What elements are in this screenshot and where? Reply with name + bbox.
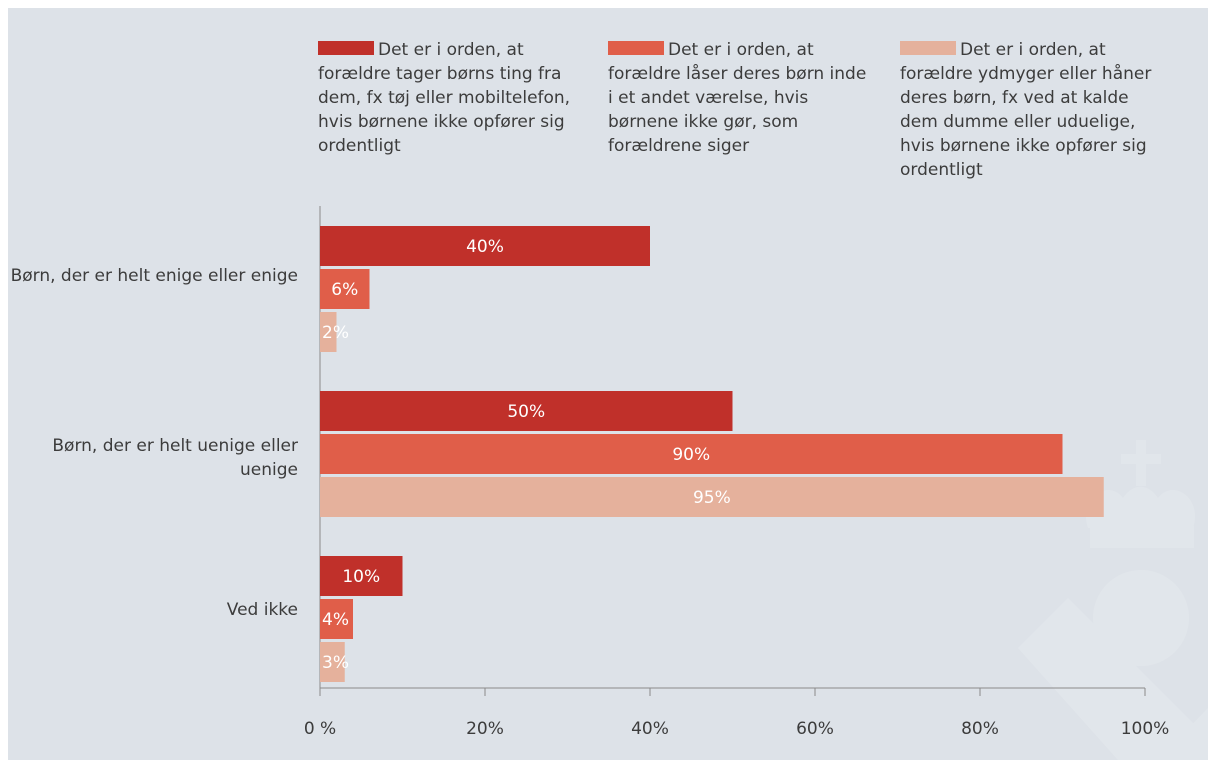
bar-value-label: 3% xyxy=(322,653,349,673)
bar-s2-c3 xyxy=(320,599,353,639)
bar-value-label: 10% xyxy=(342,567,380,587)
x-tick-label: 100% xyxy=(1121,719,1170,739)
bar-value-label: 2% xyxy=(322,323,349,343)
bar-s2-c1 xyxy=(320,269,370,309)
x-tick-label: 80% xyxy=(961,719,999,739)
legend-item-2: Det er i orden, at forældre låser deres … xyxy=(608,38,870,158)
bar-value-label: 40% xyxy=(466,237,504,257)
bar-s1-c3 xyxy=(320,556,403,596)
bar-value-label: 95% xyxy=(693,488,731,508)
bars: 40% 6% 2% 50% 90% 95% 10% 4% 3% xyxy=(320,226,1104,682)
crown-watermark-icon xyxy=(1018,440,1208,760)
chart: 40% 6% 2% 50% 90% 95% 10% 4% 3% 0 % 20% 40% 60% 80% 1… xyxy=(304,206,1208,760)
bar-s3-c1 xyxy=(320,312,337,352)
legend-swatch-2 xyxy=(608,41,664,55)
legend-item-1: Det er i orden, at forældre tager børns … xyxy=(318,38,580,158)
x-tick-label: 0 % xyxy=(304,719,336,739)
legend-swatch-1 xyxy=(318,41,374,55)
category-label-1: Børn, der er helt enige eller enige xyxy=(10,266,298,286)
legend-label-2: Det er i orden, at forældre låser deres … xyxy=(608,40,867,156)
legend-label-3: Det er i orden, at forældre ydmyger elle… xyxy=(900,40,1152,180)
x-axis-ticks: 0 % 20% 40% 60% 80% 100% xyxy=(304,688,1169,739)
x-tick-label: 60% xyxy=(796,719,834,739)
bar-value-label: 6% xyxy=(331,280,358,300)
x-tick-label: 20% xyxy=(466,719,504,739)
bar-value-label: 90% xyxy=(672,445,710,465)
x-tick-label: 40% xyxy=(631,719,669,739)
bar-s1-c2 xyxy=(320,391,733,431)
chart-panel: 40% 6% 2% 50% 90% 95% 10% 4% 3% 0 % 20% 40% 60% 80% 1… xyxy=(8,8,1208,760)
bar-s3-c2 xyxy=(320,477,1104,517)
bar-value-label: 50% xyxy=(507,402,545,422)
legend-label-1: Det er i orden, at forældre tager børns … xyxy=(318,40,571,156)
category-label-2: Børn, der er helt uenige eller uenige xyxy=(52,436,298,480)
bar-s2-c2 xyxy=(320,434,1063,474)
legend-swatch-3 xyxy=(900,41,956,55)
category-label-3: Ved ikke xyxy=(226,600,298,620)
bar-s1-c1 xyxy=(320,226,650,266)
bar-s3-c3 xyxy=(320,642,345,682)
bar-value-label: 4% xyxy=(322,610,349,630)
legend-item-3: Det er i orden, at forældre ydmyger elle… xyxy=(900,38,1162,182)
